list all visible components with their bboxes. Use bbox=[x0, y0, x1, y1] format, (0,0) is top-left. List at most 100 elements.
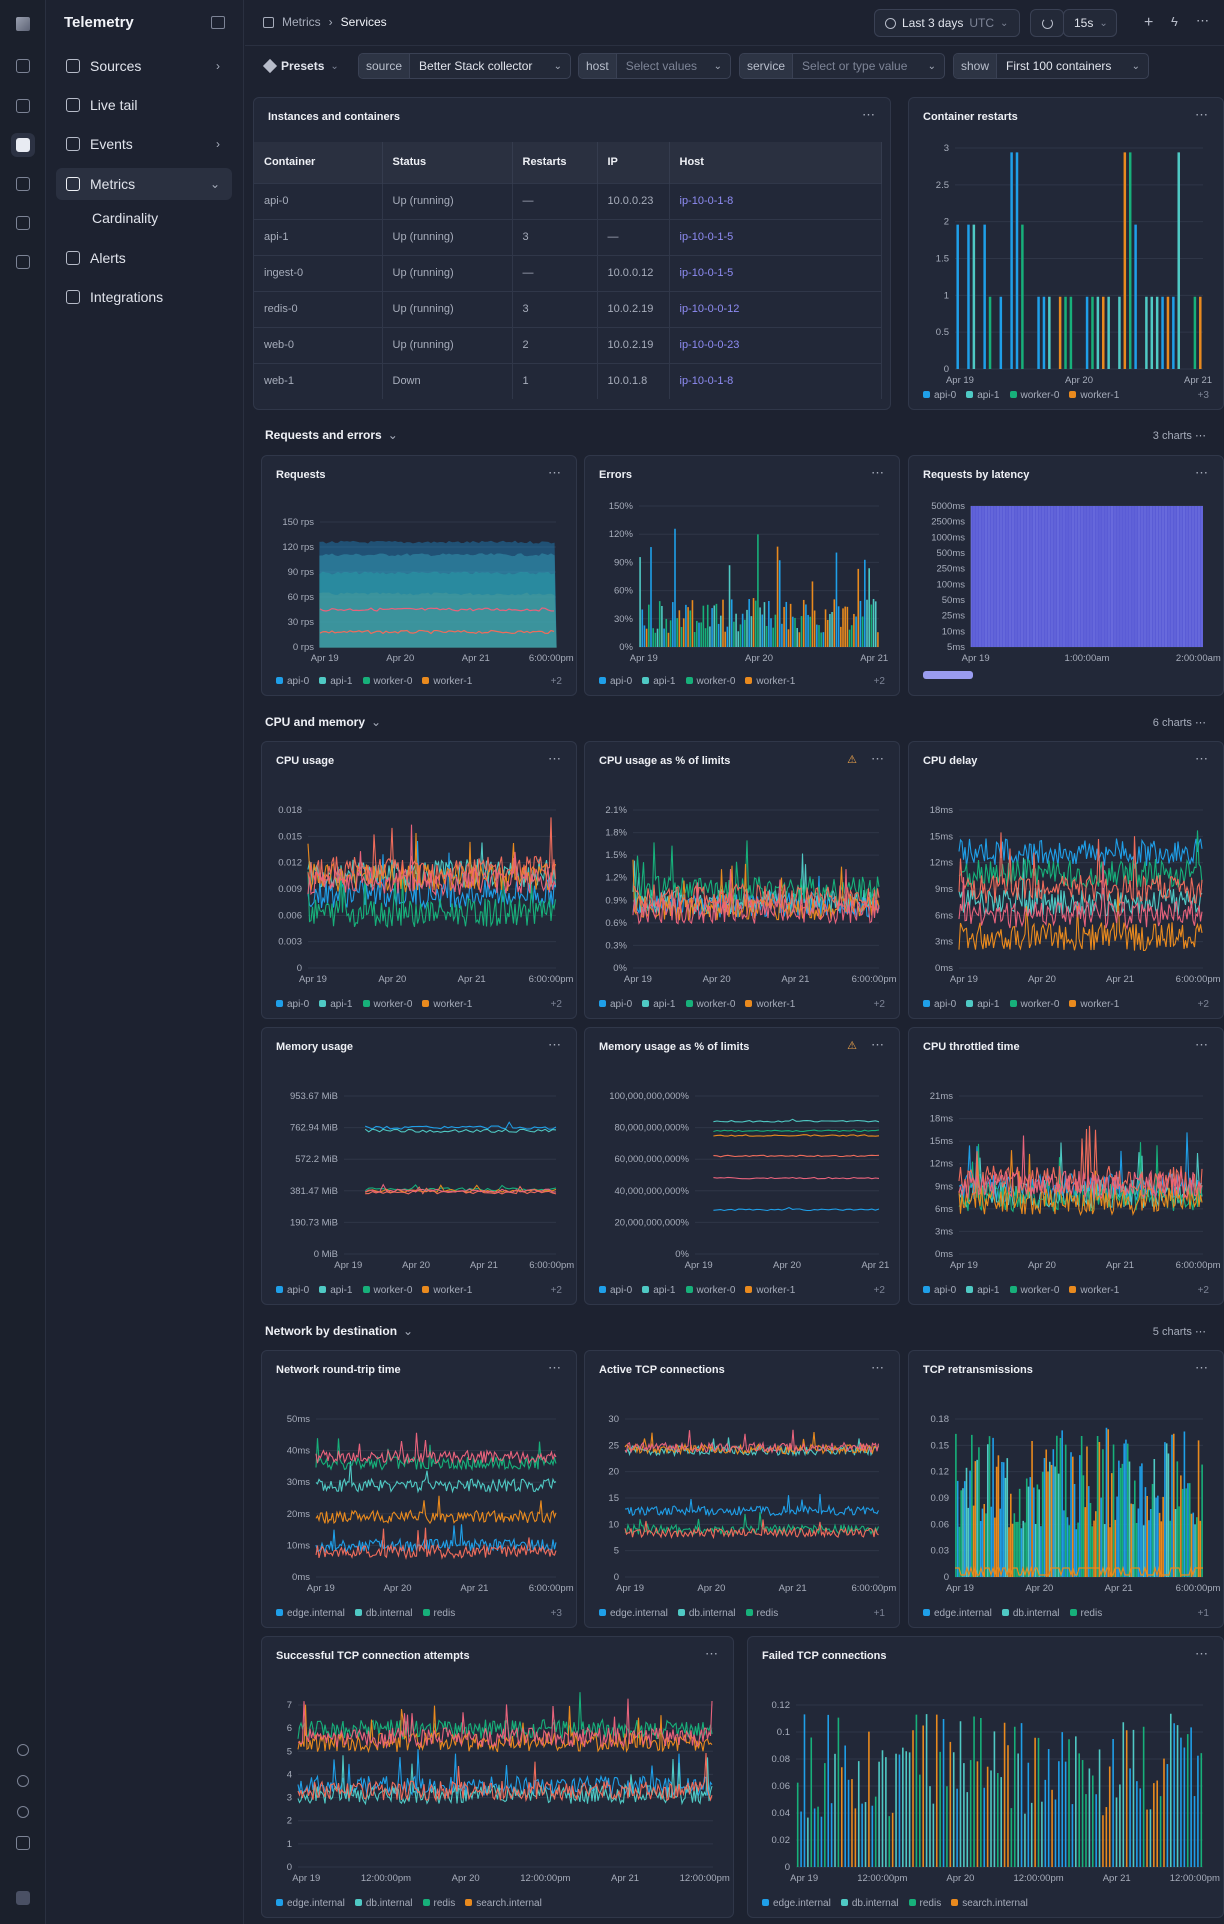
panel-menu-icon[interactable]: ⋯ bbox=[548, 751, 562, 766]
status-page-icon[interactable] bbox=[11, 211, 35, 235]
legend-item[interactable]: api-1 bbox=[642, 999, 676, 1010]
sun-icon[interactable] bbox=[11, 1800, 35, 1824]
add-icon[interactable]: + bbox=[1144, 14, 1154, 31]
show-filter[interactable]: show First 100 containers ⌄ bbox=[953, 53, 1149, 79]
panel-menu-icon[interactable]: ⋯ bbox=[1195, 1360, 1209, 1375]
legend-item[interactable]: api-1 bbox=[966, 1285, 1000, 1296]
panel-menu-icon[interactable]: ⋯ bbox=[548, 465, 562, 480]
legend-item[interactable]: api-0 bbox=[599, 999, 632, 1010]
legend-item[interactable]: api-1 bbox=[966, 390, 1000, 401]
lightning-icon[interactable] bbox=[11, 94, 35, 118]
panel-menu-icon[interactable]: ⋯ bbox=[862, 107, 876, 122]
legend-item[interactable]: api-0 bbox=[276, 1285, 309, 1296]
table-row[interactable]: ingest-0 Up (running) —10.0.0.12 ip-10-0-1-… bbox=[254, 254, 882, 291]
legend-item[interactable]: worker-1 bbox=[422, 999, 472, 1010]
chart-svg[interactable]: 0% 20,000,000,000% 40,000,000,000% 60,000,0… bbox=[585, 1028, 901, 1306]
legend-more[interactable]: +2 bbox=[550, 1285, 562, 1296]
legend-item[interactable]: api-1 bbox=[642, 676, 676, 687]
collapse-sidebar-icon[interactable] bbox=[211, 16, 225, 29]
chart-svg[interactable]: 0 0.003 0.006 0.009 0.012 0.015 0.018 Apr 19 Apr… bbox=[262, 742, 578, 1020]
section-header-network[interactable]: Network by destination ⌄ bbox=[265, 1324, 414, 1338]
legend-item[interactable]: api-0 bbox=[276, 676, 309, 687]
legend-item[interactable]: edge.internal bbox=[276, 1898, 345, 1909]
more-icon[interactable]: ⋯ bbox=[1195, 430, 1206, 442]
sidebar-item-cardinality[interactable]: Cardinality bbox=[92, 210, 159, 226]
chart-svg[interactable]: 0 1 2 3 4 5 6 7 Apr 19 12:00:00pm Apr 20 12:00:00pm… bbox=[262, 1637, 735, 1919]
section-header-cpu[interactable]: CPU and memory ⌄ bbox=[265, 715, 382, 729]
bell-icon[interactable] bbox=[11, 1738, 35, 1762]
panel-menu-icon[interactable]: ⋯ bbox=[1195, 1037, 1209, 1052]
legend-item[interactable]: edge.internal bbox=[762, 1898, 831, 1909]
table-row[interactable]: web-0 Up (running) 2 10.0.2.19 ip-10-0-0-23 bbox=[254, 326, 882, 363]
legend-more[interactable]: +1 bbox=[1197, 1608, 1209, 1619]
chat-icon[interactable] bbox=[11, 1769, 35, 1793]
legend-item[interactable]: api-1 bbox=[319, 676, 353, 687]
legend-more[interactable]: +2 bbox=[1197, 1285, 1209, 1296]
table-cell[interactable]: ip-10-0-0-12 bbox=[669, 290, 882, 327]
legend-item[interactable]: worker-1 bbox=[1069, 999, 1119, 1010]
panel-menu-icon[interactable]: ⋯ bbox=[548, 1360, 562, 1375]
legend-item[interactable]: api-0 bbox=[599, 676, 632, 687]
legend-more[interactable]: +2 bbox=[873, 1285, 885, 1296]
sidebar-item-metrics[interactable]: Metrics ⌄ bbox=[56, 168, 232, 200]
legend-more[interactable]: +2 bbox=[550, 676, 562, 687]
table-cell[interactable]: ip-10-0-0-23 bbox=[669, 326, 882, 363]
legend-item[interactable]: db.internal bbox=[1001, 1608, 1060, 1619]
legend-item[interactable]: api-1 bbox=[642, 1285, 676, 1296]
table-row[interactable]: api-1 Up (running) 3— ip-10-0-1-5 bbox=[254, 218, 882, 255]
account-icon[interactable] bbox=[11, 1886, 35, 1910]
panel-menu-icon[interactable]: ⋯ bbox=[1195, 465, 1209, 480]
chart-svg[interactable]: 0 0.5 1 1.5 2 2.5 3 Apr 19 Apr 20 Apr 21 bbox=[909, 98, 1224, 411]
team-icon[interactable] bbox=[11, 1831, 35, 1855]
legend-item[interactable]: redis bbox=[1069, 1608, 1102, 1619]
warning-icon[interactable]: ⚠ bbox=[847, 754, 857, 766]
column-header[interactable]: IP bbox=[597, 142, 670, 183]
legend-more[interactable]: +2 bbox=[1197, 999, 1209, 1010]
chart-svg[interactable]: 0ms 3ms 6ms 9ms 12ms 15ms 18ms Apr 19 Apr 20 Apr … bbox=[909, 742, 1224, 1020]
time-range-picker[interactable]: Last 3 days UTC ⌄ bbox=[874, 9, 1020, 37]
legend-item[interactable]: worker-0 bbox=[685, 1285, 735, 1296]
legend-item[interactable]: redis bbox=[422, 1898, 455, 1909]
legend-item[interactable]: worker-0 bbox=[362, 1285, 412, 1296]
legend-item[interactable]: worker-1 bbox=[1069, 1285, 1119, 1296]
legend-item[interactable]: worker-1 bbox=[745, 1285, 795, 1296]
table-row[interactable]: api-0 Up (running) —10.0.0.23 ip-10-0-1-8 bbox=[254, 182, 882, 219]
chart-svg[interactable]: 0 rps 30 rps 60 rps 90 rps 120 rps 150 rps Apr… bbox=[262, 456, 578, 697]
legend-more[interactable]: +3 bbox=[1197, 390, 1209, 401]
table-cell[interactable]: ip-10-0-1-8 bbox=[669, 362, 882, 399]
chart-svg[interactable]: 0% 30% 60% 90% 120% 150% Apr 19 Apr 20 Apr 21 bbox=[585, 456, 901, 697]
sidebar-item-integrations[interactable]: Integrations bbox=[56, 281, 232, 313]
legend-item[interactable]: redis bbox=[745, 1608, 778, 1619]
legend-more[interactable]: +3 bbox=[550, 1608, 562, 1619]
more-icon[interactable]: ⋯ bbox=[1196, 13, 1209, 28]
panel-menu-icon[interactable]: ⋯ bbox=[871, 751, 885, 766]
legend-item[interactable]: edge.internal bbox=[599, 1608, 668, 1619]
column-header[interactable]: Restarts bbox=[512, 142, 598, 183]
panel-menu-icon[interactable]: ⋯ bbox=[1195, 107, 1209, 122]
table-row[interactable]: web-1 Down 1 10.0.1.8 ip-10-0-1-8 bbox=[254, 362, 882, 399]
panel-menu-icon[interactable]: ⋯ bbox=[871, 1360, 885, 1375]
refresh-interval-select[interactable]: 15s ⌄ bbox=[1063, 9, 1117, 37]
legend-more[interactable]: +2 bbox=[873, 676, 885, 687]
chart-svg[interactable]: 5ms 10ms 25ms 50ms 100ms 250ms 500ms 1000ms 2500… bbox=[909, 456, 1224, 697]
section-header-requests[interactable]: Requests and errors ⌄ bbox=[265, 428, 398, 442]
legend-item[interactable]: api-0 bbox=[923, 390, 956, 401]
column-header[interactable]: Host bbox=[669, 142, 882, 183]
legend-item[interactable]: worker-0 bbox=[1009, 1285, 1059, 1296]
legend-item[interactable]: worker-0 bbox=[1009, 390, 1059, 401]
legend-item[interactable]: api-0 bbox=[923, 999, 956, 1010]
legend-item[interactable]: db.internal bbox=[354, 1898, 413, 1909]
settings-sliders-icon[interactable] bbox=[11, 250, 35, 274]
legend-item[interactable]: edge.internal bbox=[276, 1608, 345, 1619]
sidebar-item-alerts[interactable]: Alerts bbox=[56, 242, 232, 274]
legend-item[interactable]: worker-0 bbox=[362, 676, 412, 687]
legend-more[interactable]: +2 bbox=[873, 999, 885, 1010]
legend-item[interactable]: search.internal bbox=[465, 1898, 542, 1909]
panel-menu-icon[interactable]: ⋯ bbox=[548, 1037, 562, 1052]
legend-item[interactable]: redis bbox=[422, 1608, 455, 1619]
legend-more[interactable]: +2 bbox=[550, 999, 562, 1010]
panel-menu-icon[interactable]: ⋯ bbox=[705, 1646, 719, 1661]
presets-button[interactable]: Presets ⌄ bbox=[255, 53, 349, 79]
uptime-icon[interactable] bbox=[11, 54, 35, 78]
chart-svg[interactable]: 0ms 3ms 6ms 9ms 12ms 15ms 18ms 21ms Apr 19 Apr 20… bbox=[909, 1028, 1224, 1306]
